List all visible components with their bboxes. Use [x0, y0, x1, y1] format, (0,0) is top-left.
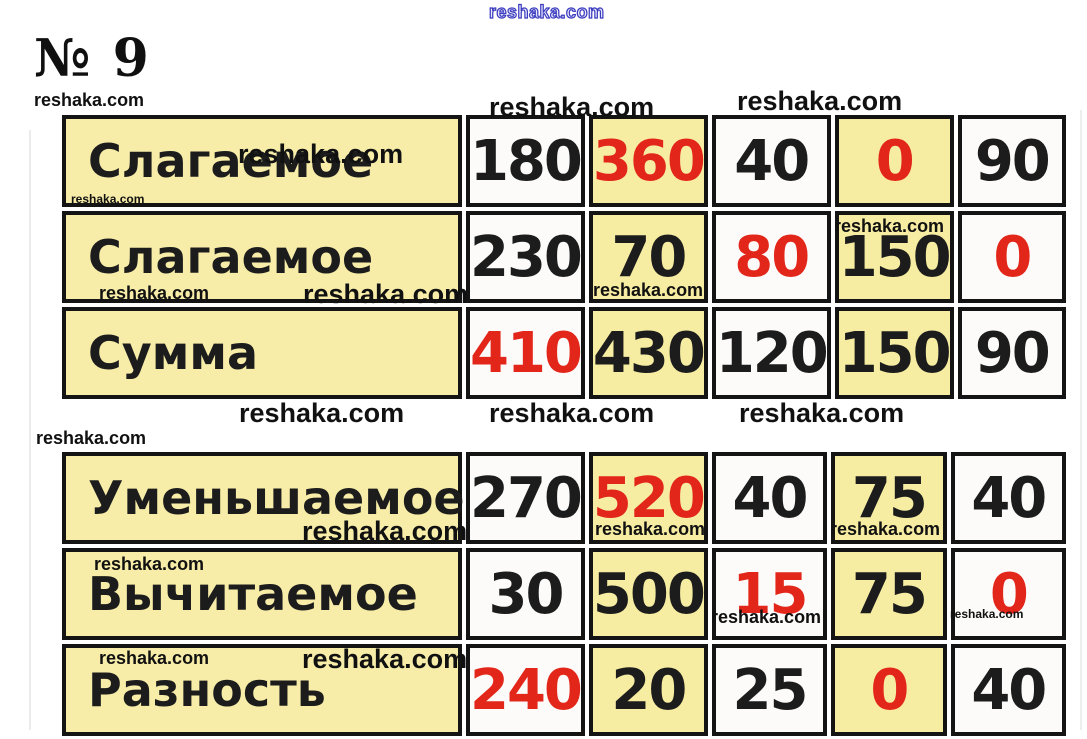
- watermark: reshaka.com: [950, 607, 1024, 621]
- addition-value-cell: 230: [466, 211, 585, 303]
- watermark: reshaka.com: [99, 648, 210, 668]
- addition-value-cell: 430: [588, 307, 708, 399]
- subtraction-value-cell: 0: [950, 548, 1066, 640]
- watermark: reshaka.com: [830, 519, 941, 539]
- addition-value-cell: 70: [588, 211, 708, 303]
- addition-table: Слагаемое 180 360 40 0 90 Слагаемое 230 70 80 150 0…: [62, 115, 1066, 399]
- addition-value-cell: 0: [957, 211, 1066, 303]
- addition-value-cell: 150: [834, 211, 954, 303]
- subtraction-value-cell: 0: [831, 644, 947, 736]
- subtraction-value-cell: 40: [711, 452, 828, 544]
- task-number: № 9: [34, 28, 151, 89]
- subtraction-value-cell: 15: [711, 548, 828, 640]
- addition-value-cell: 360: [588, 115, 708, 207]
- watermark: reshaka.com: [737, 86, 903, 116]
- watermark: reshaka.com: [489, 398, 655, 428]
- subtraction-value-cell: 20: [588, 644, 708, 736]
- addition-row-label: Сумма: [62, 307, 462, 399]
- addition-value-cell: 180: [466, 115, 585, 207]
- watermark: reshaka.com: [711, 607, 822, 627]
- subtraction-value-cell: 270: [466, 452, 585, 544]
- subtraction-row-label: Вычитаемое: [62, 548, 462, 640]
- addition-value-cell: 90: [957, 115, 1066, 207]
- watermark: reshaka.com: [489, 92, 655, 122]
- watermark: reshaka.com: [34, 90, 145, 110]
- subtraction-value-cell: 240: [466, 644, 585, 736]
- subtraction-row-label: Разность: [62, 644, 462, 736]
- watermark: reshaka.com: [302, 516, 468, 546]
- watermark: reshaka.com: [71, 192, 145, 206]
- addition-value-cell: 40: [711, 115, 831, 207]
- addition-value-cell: 410: [466, 307, 585, 399]
- subtraction-value-cell: 500: [588, 548, 708, 640]
- watermark: reshaka.com: [303, 279, 469, 309]
- watermark: reshaka.com: [238, 139, 404, 169]
- subtraction-value-cell: 25: [711, 644, 828, 736]
- watermark: reshaka.com: [595, 519, 706, 539]
- addition-value-cell: 120: [711, 307, 831, 399]
- watermark: reshaka.com: [302, 644, 468, 674]
- watermark: reshaka.com: [739, 398, 905, 428]
- subtraction-value-cell: 30: [466, 548, 585, 640]
- scan-edge-right: [1080, 110, 1082, 730]
- scan-edge-left: [29, 130, 31, 730]
- watermark: reshaka.com: [94, 554, 205, 574]
- addition-row-label: Слагаемое: [62, 115, 462, 207]
- subtraction-value-cell: 40: [950, 452, 1066, 544]
- subtraction-row-label: Уменьшаемое: [62, 452, 465, 544]
- addition-value-cell: 150: [834, 307, 954, 399]
- watermark: reshaka.com: [36, 428, 147, 448]
- watermark: reshaka.com: [99, 283, 210, 303]
- subtraction-value-cell: 75: [831, 452, 947, 544]
- watermark: reshaka.com: [834, 216, 945, 236]
- addition-row-label: Слагаемое: [62, 211, 462, 303]
- addition-value-cell: 0: [834, 115, 954, 207]
- addition-value-cell: 90: [957, 307, 1066, 399]
- watermark: reshaka.com: [239, 398, 405, 428]
- subtraction-value-cell: 40: [950, 644, 1066, 736]
- subtraction-table: Уменьшаемое 270 520 40 75 40 Вычитаемое 30 500 15…: [62, 452, 1066, 736]
- watermark: reshaka.com: [593, 280, 704, 300]
- addition-value-cell: 80: [711, 211, 831, 303]
- watermark: reshaka.com: [488, 1, 605, 22]
- subtraction-value-cell: 75: [831, 548, 947, 640]
- subtraction-value-cell: 520: [588, 452, 708, 544]
